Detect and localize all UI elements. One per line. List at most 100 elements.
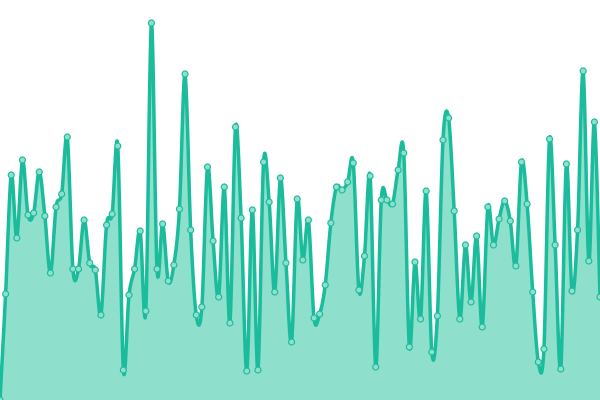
data-point-83 [461, 241, 470, 249]
data-point-106 [590, 118, 598, 126]
data-point-85 [473, 232, 481, 240]
data-point-103 [573, 226, 582, 234]
data-point-56 [310, 314, 318, 322]
data-point-55 [304, 216, 313, 224]
data-point-32 [175, 205, 184, 213]
data-point-93 [517, 158, 526, 166]
data-point-41 [226, 319, 234, 327]
data-point-91 [506, 217, 514, 225]
data-point-100 [557, 365, 565, 373]
data-point-4 [18, 156, 27, 164]
data-point-43 [237, 214, 245, 222]
data-point-94 [523, 200, 531, 208]
data-point-69 [383, 196, 391, 204]
data-point-10 [52, 203, 60, 211]
data-point-40 [220, 183, 228, 191]
data-point-0 [0, 396, 4, 400]
data-point-66 [366, 172, 374, 180]
data-point-62 [344, 178, 352, 186]
data-point-78 [433, 312, 441, 320]
data-point-58 [321, 281, 329, 289]
data-point-76 [422, 187, 430, 195]
data-point-38 [209, 237, 217, 245]
data-point-51 [282, 259, 290, 267]
data-point-61 [338, 186, 346, 194]
data-point-52 [287, 338, 296, 346]
data-point-99 [551, 241, 559, 249]
data-point-9 [46, 269, 55, 277]
data-point-67 [372, 363, 380, 371]
data-point-89 [495, 215, 503, 223]
data-point-19 [102, 221, 111, 229]
data-point-107 [596, 293, 600, 301]
data-point-81 [450, 207, 458, 215]
data-point-42 [231, 123, 240, 131]
data-point-86 [478, 323, 486, 331]
data-point-12 [63, 133, 71, 141]
data-point-88 [489, 241, 498, 249]
data-point-28 [153, 265, 161, 273]
data-point-50 [276, 174, 284, 182]
data-point-105 [585, 257, 593, 265]
data-point-64 [355, 286, 363, 294]
data-point-36 [198, 303, 206, 311]
data-point-71 [394, 166, 402, 174]
data-point-101 [562, 160, 570, 168]
data-point-84 [467, 298, 475, 306]
data-point-6 [30, 209, 38, 217]
data-point-1 [2, 290, 10, 298]
data-point-3 [13, 234, 21, 242]
data-point-96 [534, 358, 542, 366]
data-point-97 [540, 345, 548, 353]
data-point-25 [136, 227, 144, 235]
data-point-74 [411, 258, 419, 266]
data-point-87 [484, 203, 492, 211]
data-point-14 [74, 265, 83, 273]
data-point-72 [400, 149, 408, 157]
data-point-31 [170, 261, 178, 269]
data-point-7 [35, 168, 43, 176]
data-point-15 [80, 216, 88, 224]
data-point-23 [125, 291, 133, 299]
data-point-45 [248, 206, 256, 214]
data-point-26 [142, 307, 150, 315]
data-point-104 [579, 67, 587, 75]
data-point-82 [456, 315, 464, 323]
data-point-27 [147, 19, 156, 27]
data-point-33 [181, 70, 189, 78]
data-point-2 [7, 171, 15, 179]
data-point-34 [187, 226, 195, 234]
data-point-60 [332, 183, 341, 191]
data-point-49 [271, 288, 279, 296]
data-markers [0, 19, 600, 400]
data-point-73 [405, 343, 413, 351]
data-point-22 [119, 366, 127, 374]
data-point-80 [444, 114, 453, 122]
data-point-102 [568, 287, 576, 295]
data-point-54 [299, 256, 307, 264]
data-point-11 [58, 190, 66, 198]
data-point-24 [130, 265, 139, 273]
data-point-98 [545, 135, 554, 143]
data-point-37 [203, 163, 212, 171]
data-point-29 [159, 220, 167, 228]
data-point-16 [86, 259, 94, 267]
data-point-92 [512, 262, 520, 270]
data-point-47 [259, 158, 268, 166]
data-point-21 [114, 142, 122, 150]
data-point-18 [97, 311, 105, 319]
data-point-59 [327, 219, 335, 227]
data-point-30 [164, 277, 172, 285]
data-point-77 [428, 348, 436, 356]
data-point-39 [215, 293, 223, 301]
data-point-75 [416, 315, 425, 323]
data-point-35 [192, 311, 200, 319]
data-point-90 [501, 197, 509, 205]
data-point-57 [316, 310, 324, 318]
data-point-65 [360, 252, 369, 260]
data-point-8 [41, 212, 49, 220]
data-point-46 [254, 366, 262, 374]
data-point-95 [529, 288, 537, 296]
data-point-44 [243, 367, 251, 375]
